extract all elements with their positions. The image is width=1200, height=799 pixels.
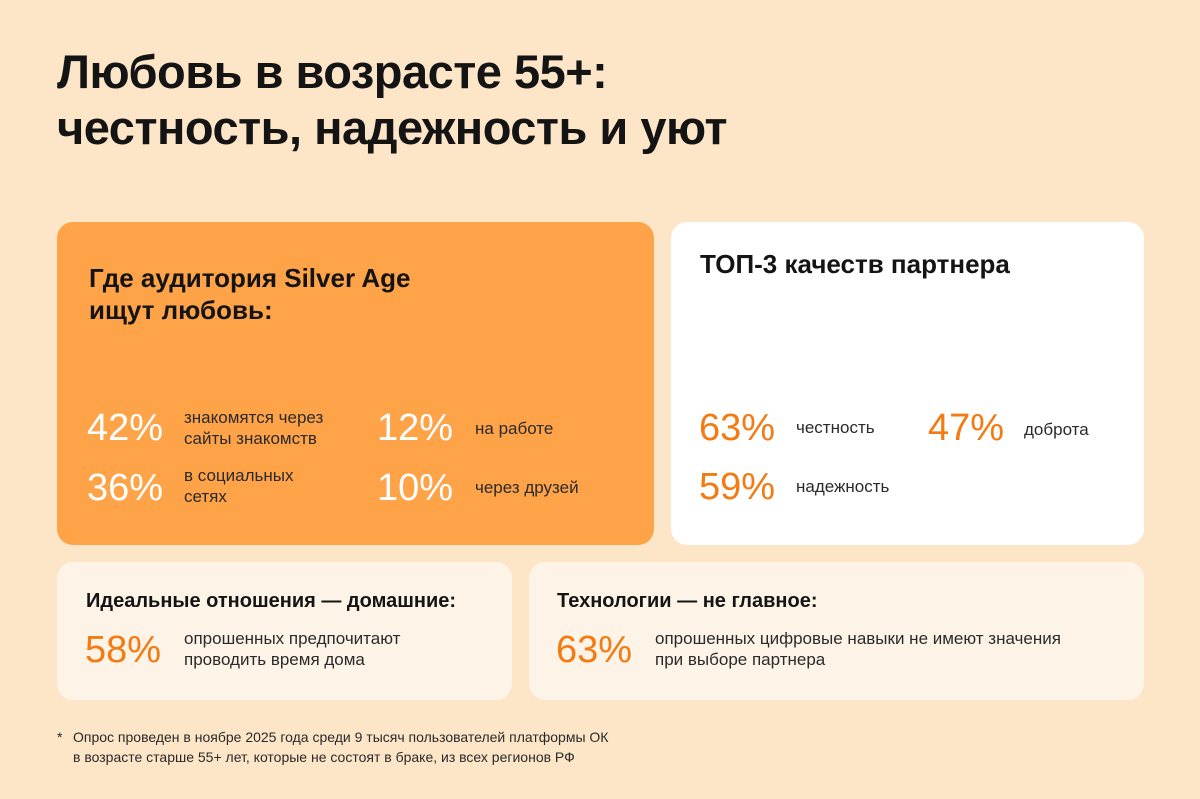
quality-label-honesty: честность — [796, 418, 875, 437]
footnote-line1: Опрос проведен в ноябре 2025 года среди … — [73, 729, 609, 745]
ideal-relationships-label: опрошенных предпочитают проводить время … — [184, 628, 400, 670]
stat-label-social-networks: в социальных сетях — [184, 465, 293, 507]
quality-label-reliability: надежность — [796, 477, 890, 496]
footnote: * Опрос проведен в ноябре 2025 года сред… — [57, 727, 757, 767]
stat-value-social-networks: 36% — [87, 467, 164, 509]
footnote-line2: в возрасте старше 55+ лет, которые не со… — [73, 749, 575, 765]
ideal-label-line: проводить время дома — [184, 650, 365, 669]
top3-heading: ТОП-3 качеств партнера — [700, 249, 1010, 279]
stat-label-line: на работе — [475, 419, 554, 438]
stat-value-at-work: 12% — [377, 407, 454, 449]
where-love-heading-line1: Где аудитория Silver Age — [89, 263, 411, 293]
technology-heading: Технологии — не главное: — [557, 590, 818, 612]
page-title-line1: Любовь в возрасте 55+: — [57, 45, 608, 98]
quality-value-honesty: 63% — [699, 407, 776, 449]
ideal-relationships-value: 58% — [85, 629, 162, 671]
stat-label-at-work: на работе — [475, 418, 553, 439]
stat-label-line: знакомятся через — [184, 408, 324, 427]
where-love-heading: Где аудитория Silver Age ищут любовь: — [89, 262, 410, 326]
technology-label: опрошенных цифровые навыки не имеют знач… — [655, 628, 1061, 670]
technology-label-line: при выборе партнера — [655, 650, 826, 669]
technology-card: Технологии — не главное: 63% опрошенных … — [529, 562, 1144, 700]
quality-value-reliability: 59% — [699, 466, 776, 508]
quality-value-kindness: 47% — [928, 407, 1005, 449]
where-love-heading-line2: ищут любовь: — [89, 295, 273, 325]
page-title-line2: честность, надежность и уют — [57, 101, 727, 154]
footnote-asterisk: * — [57, 729, 63, 745]
stat-label-dating-sites: знакомятся через сайты знакомств — [184, 407, 323, 449]
stat-value-through-friends: 10% — [377, 467, 454, 509]
where-love-card: Где аудитория Silver Age ищут любовь: 42… — [57, 222, 654, 545]
stat-value-dating-sites: 42% — [87, 407, 164, 449]
stat-label-through-friends: через друзей — [475, 477, 579, 498]
stat-label-line: сетях — [184, 487, 227, 506]
technology-value: 63% — [556, 629, 633, 671]
stat-label-line: сайты знакомств — [184, 429, 317, 448]
ideal-relationships-heading: Идеальные отношения — домашние: — [86, 590, 457, 612]
ideal-relationships-card: Идеальные отношения — домашние: 58% опро… — [57, 562, 512, 700]
stat-label-line: в социальных — [184, 466, 294, 485]
page-title: Любовь в возрасте 55+: честность, надежн… — [57, 44, 957, 156]
quality-label-kindness: доброта — [1024, 420, 1089, 439]
stat-label-line: через друзей — [475, 478, 579, 497]
technology-label-line: опрошенных цифровые навыки не имеют знач… — [655, 629, 1061, 648]
ideal-label-line: опрошенных предпочитают — [184, 629, 401, 648]
top3-qualities-card: ТОП-3 качеств партнера 63% честность 47%… — [671, 222, 1144, 545]
